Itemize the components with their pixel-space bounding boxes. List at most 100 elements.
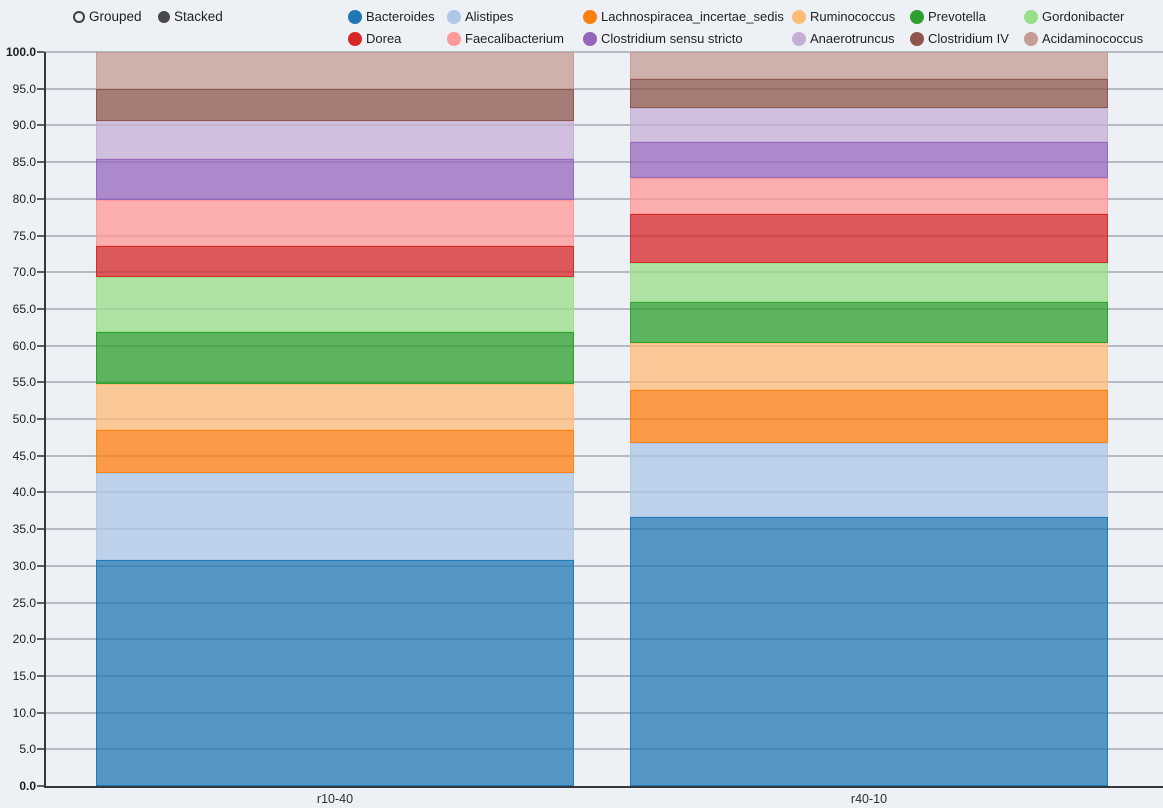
y-tick-label: 5.0 (19, 742, 36, 756)
y-tick-label: 15.0 (12, 669, 36, 683)
y-tick (37, 51, 44, 53)
legend-item-lachnospiracea-incertae-sedis[interactable]: Lachnospiracea_incertae_sedis (583, 9, 784, 25)
gridline (44, 308, 1163, 310)
stacked-bar-r40-10 (630, 52, 1108, 786)
x-tick-label: r10-40 (316, 792, 354, 806)
legend-swatch-icon (792, 32, 806, 46)
radio-stacked[interactable]: Stacked (158, 8, 223, 26)
bar-segment-acidaminococcus[interactable] (630, 52, 1108, 79)
gridline (44, 381, 1163, 383)
y-tick-label: 55.0 (12, 375, 36, 389)
legend-label: Ruminococcus (810, 9, 896, 24)
bar-segment-prevotella[interactable] (630, 301, 1108, 343)
legend-swatch-icon (348, 32, 362, 46)
gridline (44, 748, 1163, 750)
y-tick (37, 748, 44, 750)
bar-segment-clostridium-iv[interactable] (630, 78, 1108, 108)
bar-segment-dorea[interactable] (96, 245, 574, 277)
bar-segment-lachnospiracea-incertae-sedis[interactable] (96, 430, 574, 474)
radio-unselected-icon (73, 11, 85, 23)
bar-segment-faecalibacterium[interactable] (96, 199, 574, 246)
bar-segment-anaerotruncus[interactable] (96, 121, 574, 160)
y-tick-label: 35.0 (12, 522, 36, 536)
legend-swatch-icon (1024, 10, 1038, 24)
legend-item-alistipes[interactable]: Alistipes (447, 9, 513, 25)
legend-item-dorea[interactable]: Dorea (348, 31, 401, 47)
gridline (44, 712, 1163, 714)
y-tick (37, 88, 44, 90)
y-tick (37, 675, 44, 677)
legend-label: Prevotella (928, 9, 986, 24)
y-tick (37, 712, 44, 714)
y-tick (37, 198, 44, 200)
legend-item-anaerotruncus[interactable]: Anaerotruncus (792, 31, 895, 47)
radio-grouped[interactable]: Grouped (73, 8, 142, 26)
bar-segment-ruminococcus[interactable] (96, 383, 574, 431)
bar-segment-prevotella[interactable] (96, 331, 574, 384)
bar-segment-clostridium-iv[interactable] (96, 88, 574, 122)
gridline (44, 198, 1163, 200)
y-tick-label: 80.0 (12, 192, 36, 206)
legend-item-bacteroides[interactable]: Bacteroides (348, 9, 435, 25)
legend-label: Clostridium sensu stricto (601, 31, 743, 46)
legend-swatch-icon (910, 10, 924, 24)
bar-segment-dorea[interactable] (630, 214, 1108, 263)
gridline (44, 88, 1163, 90)
legend-label: Lachnospiracea_incertae_sedis (601, 9, 784, 24)
legend-label: Gordonibacter (1042, 9, 1125, 24)
legend-item-clostridium-iv[interactable]: Clostridium IV (910, 31, 1009, 47)
y-tick-label: 75.0 (12, 229, 36, 243)
legend-item-ruminococcus[interactable]: Ruminococcus (792, 9, 895, 25)
y-tick-label: 45.0 (12, 449, 36, 463)
y-tick-label: 70.0 (12, 265, 36, 279)
y-tick (37, 124, 44, 126)
gridline (44, 51, 1163, 53)
y-tick (37, 235, 44, 237)
legend-item-gordonibacter[interactable]: Gordonibacter (1024, 9, 1124, 25)
bar-segment-gordonibacter[interactable] (630, 262, 1108, 302)
y-tick (37, 455, 44, 457)
x-tick-label: r40-10 (850, 792, 888, 806)
bar-segment-alistipes[interactable] (96, 473, 574, 560)
bar-segment-lachnospiracea-incertae-sedis[interactable] (630, 390, 1108, 444)
bar-segment-anaerotruncus[interactable] (630, 107, 1108, 142)
bar-segment-clostridium-sensu-stricto[interactable] (630, 141, 1108, 179)
y-tick-label: 50.0 (12, 412, 36, 426)
radio-grouped-label: Grouped (89, 9, 142, 24)
bar-segment-bacteroides[interactable] (96, 559, 574, 786)
bar-segment-alistipes[interactable] (630, 443, 1108, 517)
y-tick-label: 100.0 (5, 45, 36, 59)
gridline (44, 602, 1163, 604)
gridline (44, 124, 1163, 126)
radio-stacked-label: Stacked (174, 9, 223, 24)
bar-segment-gordonibacter[interactable] (96, 276, 574, 332)
gridline (44, 345, 1163, 347)
legend-label: Alistipes (465, 9, 514, 24)
legend-label: Acidaminococcus (1042, 31, 1144, 46)
legend-item-clostridium-sensu-stricto[interactable]: Clostridium sensu stricto (583, 31, 743, 47)
bar-segment-bacteroides[interactable] (630, 516, 1108, 786)
y-tick (37, 308, 44, 310)
gridline (44, 271, 1163, 273)
y-tick (37, 785, 44, 787)
y-tick (37, 271, 44, 273)
y-tick (37, 345, 44, 347)
legend-label: Faecalibacterium (465, 31, 564, 46)
bar-segment-faecalibacterium[interactable] (630, 178, 1108, 215)
stacked-bar-r10-40 (96, 52, 574, 786)
y-tick (37, 638, 44, 640)
legend-item-faecalibacterium[interactable]: Faecalibacterium (447, 31, 564, 47)
legend-item-acidaminococcus[interactable]: Acidaminococcus (1024, 31, 1143, 47)
bar-segment-clostridium-sensu-stricto[interactable] (96, 159, 574, 200)
y-tick-label: 90.0 (12, 118, 36, 132)
gridline (44, 418, 1163, 420)
legend-swatch-icon (348, 10, 362, 24)
legend-item-prevotella[interactable]: Prevotella (910, 9, 986, 25)
bar-segment-ruminococcus[interactable] (630, 342, 1108, 391)
legend-swatch-icon (910, 32, 924, 46)
bar-segment-acidaminococcus[interactable] (96, 52, 574, 89)
y-tick-label: 40.0 (12, 485, 36, 499)
y-tick (37, 602, 44, 604)
y-tick (37, 491, 44, 493)
